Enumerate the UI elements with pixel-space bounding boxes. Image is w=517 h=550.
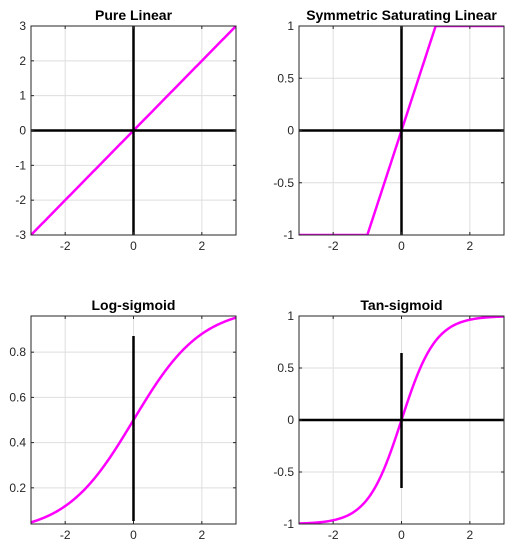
x-tick-label: 0: [398, 528, 405, 542]
x-tick-label: 0: [398, 239, 405, 253]
y-tick-label: 1: [19, 89, 26, 103]
y-tick-label: -0.5: [273, 465, 294, 479]
x-tick-label: -2: [328, 239, 339, 253]
chart-panel-4: -2 0 2 -1 -0.5 0 0.5 1 Tan-sigmoid: [273, 297, 505, 542]
y-tick-label: 3: [19, 19, 26, 33]
x-tick-label: -2: [60, 528, 71, 542]
y-tick-label: 0.4: [9, 436, 26, 450]
y-tick-label: 0.5: [277, 361, 294, 375]
y-tick-label: -0.5: [273, 176, 294, 190]
y-tick-label: 0: [287, 413, 294, 427]
x-tick-label: 2: [466, 528, 473, 542]
chart-panel-1: -2 0 2 -3 -2 -1 0 1 2 3 Pure Linear: [15, 7, 237, 253]
chart-title: Symmetric Saturating Linear: [306, 7, 497, 23]
y-tick-label: 0: [19, 124, 26, 138]
y-tick-label: -3: [15, 228, 26, 242]
x-tick-label: 2: [198, 239, 205, 253]
chart-panel-3: -2 0 2 0.2 0.4 0.6 0.8 Log-sigmoid: [9, 297, 237, 542]
y-tick-label: -1: [283, 228, 294, 242]
y-tick-label: 0.6: [9, 390, 26, 404]
y-tick-label: 0.2: [9, 481, 26, 495]
y-tick-label: 0.8: [9, 345, 26, 359]
x-tick-label: -2: [328, 528, 339, 542]
y-tick-label: -1: [283, 517, 294, 531]
y-tick-label: 2: [19, 54, 26, 68]
x-tick-label: 0: [130, 528, 137, 542]
chart-title: Log-sigmoid: [92, 297, 176, 313]
y-tick-label: 1: [287, 309, 294, 323]
chart-title: Pure Linear: [95, 7, 173, 23]
x-tick-label: 2: [198, 528, 205, 542]
y-tick-label: -1: [15, 158, 26, 172]
chart-title: Tan-sigmoid: [360, 297, 442, 313]
y-tick-label: -2: [15, 193, 26, 207]
chart-panel-2: -2 0 2 -1 -0.5 0 0.5 1 Symmetric Saturating Line…: [273, 7, 505, 253]
x-tick-label: -2: [60, 239, 71, 253]
x-tick-label: 2: [466, 239, 473, 253]
y-tick-label: 0.5: [277, 71, 294, 85]
x-tick-label: 0: [130, 239, 137, 253]
y-tick-label: 1: [287, 19, 294, 33]
y-tick-label: 0: [287, 124, 294, 138]
